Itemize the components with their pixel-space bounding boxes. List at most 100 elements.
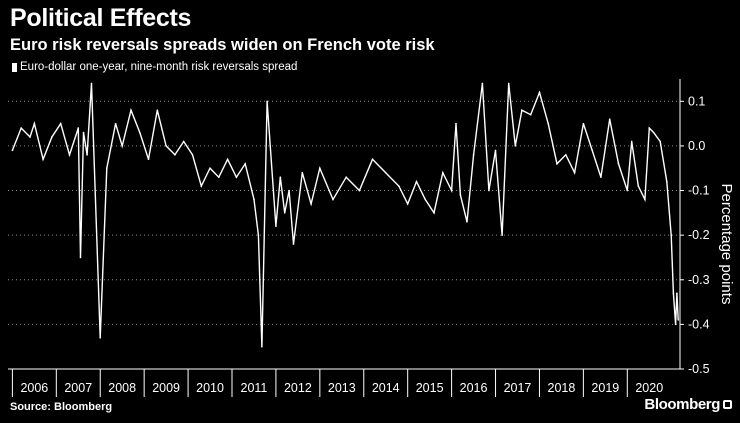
- x-tick-label: 2007: [64, 381, 92, 395]
- data-point: [398, 185, 400, 187]
- data-point: [488, 189, 490, 192]
- data-point: [406, 203, 409, 205]
- data-point: [433, 212, 435, 214]
- data-point: [51, 136, 53, 138]
- x-tick-label: 2014: [372, 381, 400, 395]
- data-point: [20, 127, 22, 129]
- data-point: [310, 203, 312, 205]
- data-point: [494, 149, 497, 152]
- y-tick-label: -0.2: [688, 228, 710, 242]
- data-point: [182, 140, 185, 143]
- data-point: [266, 100, 268, 103]
- x-tick-label: 2019: [591, 381, 619, 395]
- data-point: [424, 198, 427, 201]
- x-tick-label: 2012: [284, 381, 312, 395]
- data-point: [358, 189, 361, 192]
- data-point: [600, 176, 602, 178]
- data-point: [608, 118, 611, 120]
- data-point: [648, 127, 651, 129]
- data-point: [466, 220, 468, 223]
- data-point: [670, 234, 673, 236]
- data-point: [556, 162, 558, 165]
- data-point: [332, 198, 334, 201]
- data-point: [244, 162, 246, 165]
- data-point: [617, 162, 620, 165]
- data-point: [652, 131, 655, 134]
- data-point: [191, 154, 194, 156]
- data-point: [235, 176, 238, 178]
- y-tick-label: -0.1: [688, 184, 710, 198]
- data-point: [29, 136, 31, 138]
- data-point: [283, 212, 286, 214]
- x-tick-label: 2017: [504, 381, 532, 395]
- legend-swatch: [12, 62, 17, 72]
- x-tick-label: 2013: [328, 381, 356, 395]
- data-point: [90, 82, 93, 85]
- y-tick-label: 0.0: [688, 139, 705, 153]
- x-tick-label: 2015: [416, 381, 444, 395]
- source-note: Source: Bloomberg: [10, 401, 113, 413]
- axes: 0.1 0.0 -0.1 -0.2 -0.3 -0.4 -0.5 2006 2007 2008 20…: [8, 79, 710, 397]
- data-point: [99, 336, 102, 339]
- data-point: [538, 91, 541, 94]
- data-point: [547, 122, 550, 125]
- data-point: [174, 154, 176, 156]
- data-point: [114, 122, 117, 125]
- series-lines: [11, 82, 680, 348]
- data-point: [82, 131, 85, 134]
- data-point: [292, 243, 295, 245]
- brand-logo: Bloomberg: [644, 396, 732, 413]
- data-point: [209, 167, 211, 170]
- y-axis-title: Percentage points: [718, 184, 735, 305]
- data-point: [59, 122, 62, 125]
- data-point: [68, 154, 71, 156]
- data-point: [371, 158, 374, 161]
- data-point: [677, 319, 680, 321]
- data-point: [384, 171, 387, 174]
- data-point: [672, 292, 675, 294]
- data-point: [472, 154, 475, 156]
- data-point: [450, 189, 453, 192]
- data-point: [257, 234, 260, 236]
- data-point: [261, 345, 263, 348]
- y-tick-label: -0.5: [688, 362, 710, 376]
- x-tick-label: 2018: [548, 381, 576, 395]
- data-point: [666, 180, 668, 183]
- y-tick-label: -0.3: [688, 273, 710, 287]
- legend-label: Euro-dollar one-year, nine-month risk re…: [20, 61, 298, 73]
- y-tick-label: -0.4: [688, 317, 710, 331]
- x-tick-label: 2016: [460, 381, 488, 395]
- gridlines: [8, 100, 680, 370]
- data-point: [77, 127, 80, 129]
- data-point: [591, 149, 593, 152]
- data-point: [637, 185, 640, 187]
- data-point: [529, 113, 532, 116]
- data-point: [345, 176, 347, 178]
- data-point: [121, 145, 123, 147]
- data-point: [626, 189, 629, 192]
- data-point: [226, 158, 229, 161]
- brand-name: Bloomberg: [644, 396, 720, 413]
- x-tick-label: 2011: [241, 381, 268, 395]
- data-point: [514, 145, 517, 147]
- data-point: [42, 158, 44, 161]
- data-point: [442, 171, 444, 174]
- legend: Euro-dollar one-year, nine-month risk re…: [12, 61, 297, 73]
- data-point: [156, 109, 159, 112]
- data-point: [200, 185, 203, 187]
- x-tick-label: 2006: [20, 381, 48, 395]
- x-tick-label: 2020: [635, 381, 663, 395]
- chart-subtitle: Euro risk reversals spreads widen on Fre…: [10, 36, 435, 54]
- y-tick-label: 0.1: [688, 94, 705, 108]
- data-point: [138, 131, 141, 134]
- data-point: [659, 140, 662, 143]
- data-point: [147, 158, 150, 161]
- data-point: [86, 154, 88, 156]
- data-point: [106, 167, 108, 170]
- data-point: [565, 154, 567, 156]
- data-point: [644, 198, 646, 201]
- data-point: [415, 180, 418, 183]
- data-point: [521, 109, 523, 112]
- data-point: [582, 122, 585, 125]
